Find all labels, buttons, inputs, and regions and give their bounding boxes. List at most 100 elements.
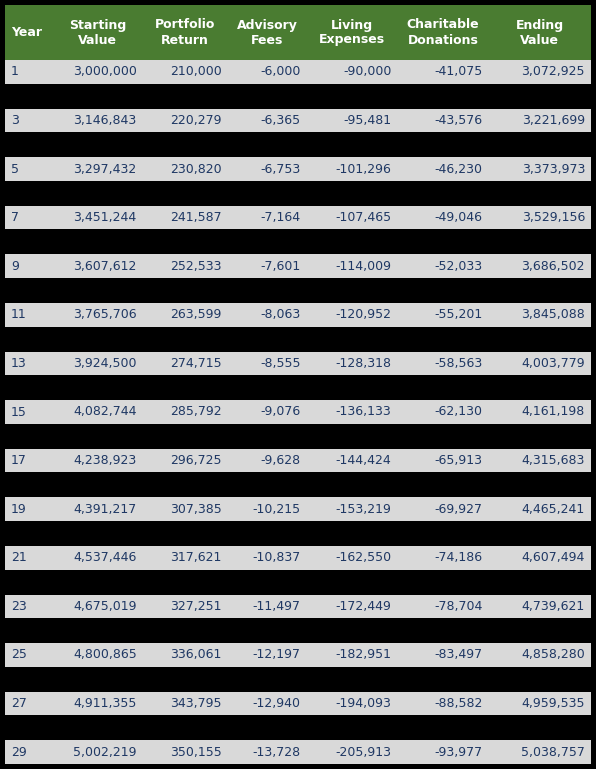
- Bar: [5, 691, 52, 715]
- Text: 3,146,843: 3,146,843: [73, 114, 136, 127]
- Bar: [228, 449, 307, 472]
- Bar: [52, 206, 142, 229]
- Bar: [489, 691, 591, 715]
- Text: -205,913: -205,913: [336, 746, 392, 759]
- Bar: [142, 546, 228, 570]
- Bar: [5, 715, 591, 741]
- Bar: [489, 741, 591, 764]
- Bar: [52, 303, 142, 327]
- Bar: [307, 400, 398, 424]
- Bar: [5, 618, 591, 643]
- Bar: [228, 157, 307, 181]
- Text: -7,601: -7,601: [260, 260, 301, 273]
- Text: 13: 13: [11, 357, 27, 370]
- Text: 25: 25: [11, 648, 27, 661]
- Bar: [5, 521, 591, 546]
- Text: Living
Expenses: Living Expenses: [319, 18, 385, 46]
- Bar: [5, 60, 52, 84]
- Bar: [307, 351, 398, 375]
- Bar: [5, 229, 591, 255]
- Bar: [307, 206, 398, 229]
- Bar: [52, 60, 142, 84]
- Bar: [5, 303, 52, 327]
- Bar: [489, 255, 591, 278]
- Bar: [228, 108, 307, 132]
- Text: 4,675,019: 4,675,019: [73, 600, 136, 613]
- Text: 3,373,973: 3,373,973: [522, 162, 585, 175]
- Text: 241,587: 241,587: [170, 211, 222, 224]
- Bar: [142, 351, 228, 375]
- Bar: [307, 546, 398, 570]
- Bar: [5, 157, 52, 181]
- Bar: [489, 351, 591, 375]
- Bar: [52, 5, 142, 60]
- Text: -74,186: -74,186: [434, 551, 482, 564]
- Bar: [307, 303, 398, 327]
- Text: 29: 29: [11, 746, 27, 759]
- Text: 285,792: 285,792: [170, 405, 222, 418]
- Text: 4,391,217: 4,391,217: [73, 503, 136, 516]
- Text: 9: 9: [11, 260, 19, 273]
- Text: -49,046: -49,046: [434, 211, 482, 224]
- Bar: [142, 643, 228, 667]
- Bar: [5, 594, 52, 618]
- Bar: [307, 157, 398, 181]
- Text: 3,607,612: 3,607,612: [73, 260, 136, 273]
- Bar: [398, 643, 489, 667]
- Bar: [5, 498, 52, 521]
- Text: 307,385: 307,385: [170, 503, 222, 516]
- Text: 4,161,198: 4,161,198: [522, 405, 585, 418]
- Text: 3,297,432: 3,297,432: [73, 162, 136, 175]
- Text: -10,215: -10,215: [253, 503, 301, 516]
- Text: -93,977: -93,977: [434, 746, 482, 759]
- Bar: [398, 594, 489, 618]
- Text: -55,201: -55,201: [434, 308, 482, 321]
- Bar: [5, 472, 591, 498]
- Text: 4,003,779: 4,003,779: [522, 357, 585, 370]
- Text: Year: Year: [11, 26, 42, 39]
- Text: -8,063: -8,063: [260, 308, 301, 321]
- Bar: [52, 691, 142, 715]
- Bar: [228, 594, 307, 618]
- Text: 3: 3: [11, 114, 19, 127]
- Bar: [398, 449, 489, 472]
- Text: 4,465,241: 4,465,241: [522, 503, 585, 516]
- Text: 5,038,757: 5,038,757: [521, 746, 585, 759]
- Text: 343,795: 343,795: [170, 697, 222, 710]
- Bar: [489, 546, 591, 570]
- Text: 3,845,088: 3,845,088: [522, 308, 585, 321]
- Bar: [142, 498, 228, 521]
- Bar: [5, 667, 591, 691]
- Bar: [228, 546, 307, 570]
- Text: -172,449: -172,449: [336, 600, 392, 613]
- Bar: [489, 157, 591, 181]
- Text: -153,219: -153,219: [336, 503, 392, 516]
- Bar: [5, 400, 52, 424]
- Text: 210,000: 210,000: [170, 65, 222, 78]
- Text: 23: 23: [11, 600, 27, 613]
- Text: 27: 27: [11, 697, 27, 710]
- Text: -114,009: -114,009: [336, 260, 392, 273]
- Text: 336,061: 336,061: [170, 648, 222, 661]
- Text: -43,576: -43,576: [434, 114, 482, 127]
- Bar: [307, 5, 398, 60]
- Bar: [398, 546, 489, 570]
- Text: -10,837: -10,837: [253, 551, 301, 564]
- Text: 3,686,502: 3,686,502: [522, 260, 585, 273]
- Text: 3,765,706: 3,765,706: [73, 308, 136, 321]
- Text: 5: 5: [11, 162, 19, 175]
- Bar: [489, 400, 591, 424]
- Text: Charitable
Donations: Charitable Donations: [406, 18, 479, 46]
- Bar: [5, 546, 52, 570]
- Bar: [398, 108, 489, 132]
- Text: 263,599: 263,599: [170, 308, 222, 321]
- Bar: [5, 449, 52, 472]
- Bar: [5, 132, 591, 157]
- Text: -12,197: -12,197: [253, 648, 301, 661]
- Bar: [307, 594, 398, 618]
- Text: -120,952: -120,952: [336, 308, 392, 321]
- Text: 3,529,156: 3,529,156: [522, 211, 585, 224]
- Text: -69,927: -69,927: [434, 503, 482, 516]
- Text: 4,739,621: 4,739,621: [522, 600, 585, 613]
- Bar: [398, 303, 489, 327]
